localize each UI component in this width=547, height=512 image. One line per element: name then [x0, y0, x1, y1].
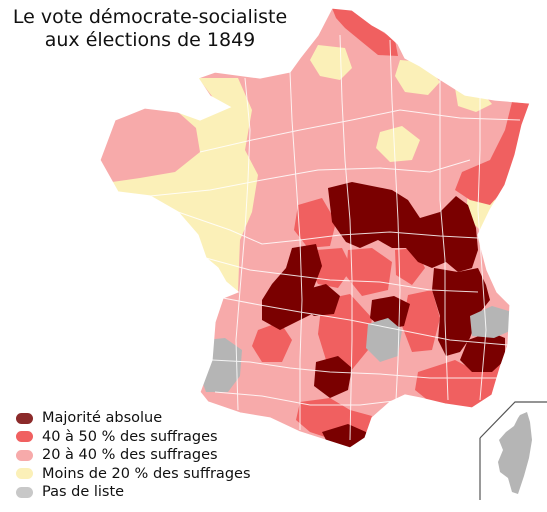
map-title-line-1: Le vote démocrate-socialiste	[12, 6, 288, 28]
legend-item: 20 à 40 % des suffrages	[16, 446, 251, 465]
legend-swatch	[16, 431, 33, 443]
region-centre-majority	[328, 182, 478, 272]
region-loire-mid	[346, 248, 392, 296]
region-provence-mid	[415, 360, 510, 410]
legend-item: Majorité absolue	[16, 409, 251, 428]
region-lot-majority	[314, 356, 352, 398]
legend-label: 40 à 50 % des suffrages	[42, 428, 218, 445]
map-title-line-2: aux élections de 1849	[44, 29, 256, 51]
legend-item: Moins de 20 % des suffrages	[16, 465, 251, 484]
region-nord-mid	[332, 8, 398, 56]
region-savoie-noliste	[470, 306, 512, 338]
department-borders	[149, 34, 521, 441]
region-west-low	[100, 78, 258, 298]
corsica-island	[498, 412, 532, 494]
region-alsace-mid	[455, 102, 530, 205]
region-correze-majority	[300, 284, 340, 316]
legend-label: 20 à 40 % des suffrages	[42, 447, 218, 464]
legend-swatch	[16, 468, 33, 480]
legend: Majorité absolue 40 à 50 % des suffrages…	[16, 409, 251, 502]
map-title: Le vote démocrate-socialiste aux électio…	[0, 6, 300, 52]
corsica-inset-frame	[479, 401, 547, 439]
region-aube-low	[376, 126, 420, 162]
legend-item: Pas de liste	[16, 483, 251, 502]
legend-label: Moins de 20 % des suffrages	[42, 465, 251, 482]
legend-swatch	[16, 449, 33, 461]
legend-item: 40 à 50 % des suffrages	[16, 428, 251, 447]
region-center-west-mid	[294, 198, 336, 248]
region-dordogne-mid	[252, 322, 292, 362]
legend-swatch	[16, 412, 33, 424]
legend-label: Pas de liste	[42, 484, 125, 501]
region-rhone-alpes-majority	[432, 268, 490, 356]
region-bretagne-pale	[100, 108, 200, 182]
legend-swatch	[16, 486, 33, 498]
legend-label: Majorité absolue	[42, 410, 163, 427]
